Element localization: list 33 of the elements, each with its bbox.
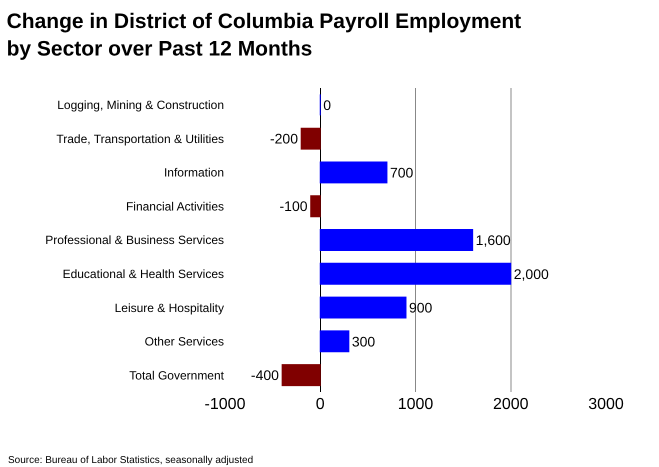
- y-tick-label: Total Government: [129, 368, 225, 382]
- chart-title: Change in District of Columbia Payroll Employment by Sector over Past 12 Months: [6, 10, 522, 60]
- bar: [320, 161, 388, 184]
- data-label: -200: [270, 130, 298, 147]
- bar: [310, 195, 321, 218]
- x-tick-label: 3000: [588, 396, 624, 413]
- source-note: Source: Bureau of Labor Statistics, seasonally adjusted: [8, 455, 254, 466]
- bar: [320, 330, 350, 352]
- data-label: 0: [323, 96, 332, 113]
- data-label: 2,000: [514, 266, 549, 282]
- bar: [282, 364, 321, 386]
- data-label: 300: [352, 333, 376, 350]
- y-tick-label: Trade, Transportation & Utilities: [56, 132, 224, 146]
- y-tick-label: Professional & Business Services: [45, 233, 224, 248]
- y-tick-label: Leisure & Hospitality: [114, 300, 224, 315]
- bar: [320, 296, 406, 319]
- y-tick-label: Educational & Health Services: [62, 266, 224, 281]
- bar: [320, 262, 512, 285]
- data-label: 1,600: [476, 232, 511, 248]
- y-tick-label: Information: [164, 166, 224, 180]
- bar: [300, 128, 321, 150]
- data-label: -100: [279, 198, 308, 214]
- x-tick-label: 2000: [492, 396, 529, 413]
- y-tick-label: Logging, Mining & Construction: [57, 98, 224, 112]
- x-tick-label: 0: [316, 396, 325, 413]
- y-tick-label: Financial Activities: [126, 199, 224, 214]
- y-tick-label: Other Services: [144, 334, 224, 349]
- data-label: 700: [390, 164, 414, 180]
- bar: [320, 229, 474, 251]
- data-label: -400: [250, 367, 280, 384]
- x-tick-label: 1000: [398, 396, 434, 413]
- data-label: 900: [408, 300, 433, 316]
- x-tick-label: -1000: [204, 396, 246, 413]
